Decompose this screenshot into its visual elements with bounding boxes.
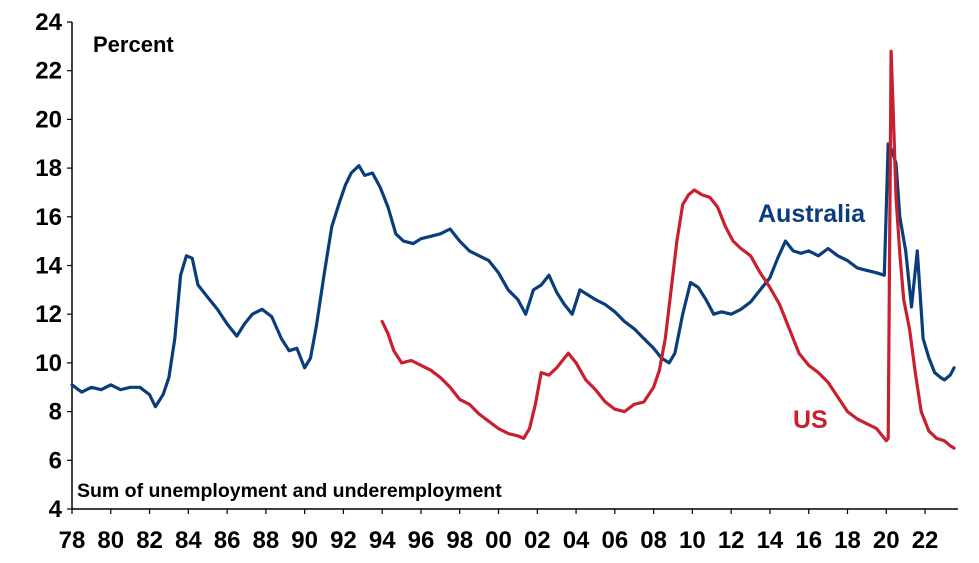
y-tick-label: 4	[49, 496, 63, 523]
x-tick-label: 88	[253, 527, 280, 554]
x-tick-label: 16	[795, 527, 822, 554]
y-tick-label: 24	[35, 9, 62, 36]
x-tick-label: 04	[563, 527, 590, 554]
y-tick-label: 22	[35, 58, 62, 85]
y-tick-label: 6	[49, 447, 62, 474]
y-tick-label: 10	[35, 350, 62, 377]
x-tick-label: 14	[757, 527, 784, 554]
unit-label: Percent	[93, 32, 174, 57]
x-tick-label: 92	[330, 527, 357, 554]
y-tick-label: 20	[35, 106, 62, 133]
x-tick-label: 08	[640, 527, 667, 554]
y-tick-label: 8	[49, 399, 62, 426]
y-tick-label: 16	[35, 204, 62, 231]
x-tick-label: 94	[369, 527, 396, 554]
x-tick-label: 78	[59, 527, 86, 554]
x-tick-label: 02	[524, 527, 551, 554]
x-tick-label: 06	[601, 527, 628, 554]
series-label-australia: Australia	[758, 200, 866, 228]
y-tick-label: 18	[35, 155, 62, 182]
x-tick-label: 98	[446, 527, 473, 554]
y-tick-label: 14	[35, 253, 62, 280]
y-tick-label: 12	[35, 301, 62, 328]
y-axis-ticks: 4 6 8 10 12 14 16 18 20 22 24	[35, 9, 72, 523]
x-tick-label: 86	[214, 527, 241, 554]
x-tick-label: 84	[175, 527, 202, 554]
x-tick-label: 80	[97, 527, 124, 554]
x-tick-label: 18	[834, 527, 861, 554]
series-label-us: US	[793, 406, 828, 434]
series-line-us	[380, 49, 956, 450]
x-tick-label: 22	[912, 527, 939, 554]
x-tick-label: 00	[485, 527, 512, 554]
series-lines	[70, 49, 956, 450]
series-line-australia	[70, 142, 956, 409]
x-tick-label: 10	[679, 527, 706, 554]
x-tick-label: 20	[873, 527, 900, 554]
x-tick-label: 82	[136, 527, 163, 554]
x-tick-label: 90	[291, 527, 318, 554]
x-tick-label: 96	[408, 527, 435, 554]
x-tick-label: 12	[718, 527, 745, 554]
chart-annotation: Sum of unemployment and underemployment	[77, 480, 502, 502]
x-axis-ticks: 78 80 82 84 86 88 90 92 94 96 98 00 02 04 06 08 10 12 14 16…	[59, 509, 939, 554]
